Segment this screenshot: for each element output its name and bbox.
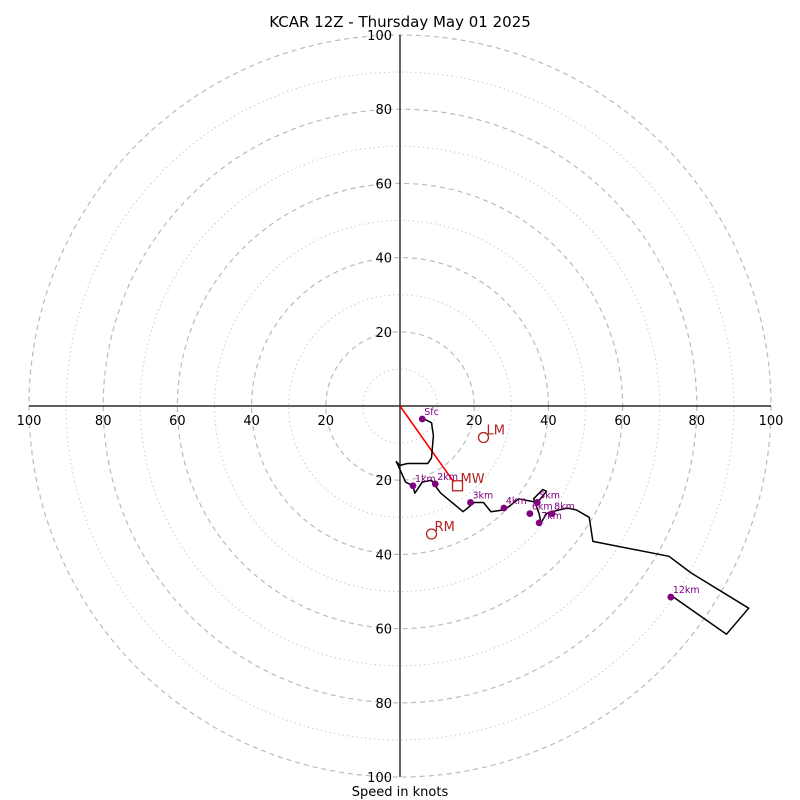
y-tick-label: 40 bbox=[375, 252, 392, 267]
height-point bbox=[409, 482, 417, 490]
storm-motion-markers: LM MW RM bbox=[425, 424, 505, 540]
y-tick-label: 20 bbox=[375, 474, 392, 489]
shear-vector bbox=[399, 405, 455, 483]
storm-motion-label: MW bbox=[461, 472, 485, 487]
y-tick-label: 60 bbox=[375, 177, 392, 192]
height-point bbox=[535, 519, 543, 527]
height-points: Sfc1km2km3km4km5km6km7km8km12km bbox=[409, 407, 700, 601]
storm-motion-label: LM bbox=[486, 424, 504, 439]
mean-wind-marker bbox=[451, 480, 464, 492]
y-tick-label: 100 bbox=[367, 771, 392, 786]
height-point bbox=[418, 415, 426, 423]
x-tick-label: 60 bbox=[169, 414, 186, 429]
height-point bbox=[467, 499, 474, 506]
height-label: 2km bbox=[437, 472, 458, 483]
x-tick-label: 40 bbox=[540, 414, 557, 429]
height-point bbox=[500, 504, 508, 512]
y-tick-label: 40 bbox=[375, 548, 392, 563]
height-point bbox=[548, 510, 556, 517]
x-tick-label: 20 bbox=[318, 414, 335, 429]
y-tick-label: 80 bbox=[375, 103, 392, 118]
y-tick-label: 80 bbox=[375, 697, 392, 712]
height-label: 5km bbox=[539, 490, 560, 501]
x-tick-label: 100 bbox=[759, 414, 784, 429]
x-tick-label: 100 bbox=[17, 414, 42, 429]
storm-motion-marker bbox=[477, 431, 490, 444]
bulk-shear-line bbox=[399, 405, 455, 483]
x-axis-label: Speed in knots bbox=[352, 785, 449, 800]
x-tick-label: 40 bbox=[243, 414, 260, 429]
height-point bbox=[431, 480, 439, 488]
x-tick-label: 80 bbox=[95, 414, 112, 429]
storm-motion-label: RM bbox=[435, 520, 455, 535]
x-tick-label: 20 bbox=[466, 414, 483, 429]
height-label: 8km bbox=[554, 502, 575, 513]
y-tick-label: 60 bbox=[375, 623, 392, 638]
height-label: Sfc bbox=[424, 407, 439, 418]
x-tick-label: 60 bbox=[614, 414, 631, 429]
height-point bbox=[667, 593, 675, 601]
height-point bbox=[533, 499, 541, 506]
height-label: 4km bbox=[506, 496, 527, 507]
x-tick-label: 80 bbox=[689, 414, 706, 429]
height-label: 3km bbox=[472, 490, 493, 501]
chart-title: KCAR 12Z - Thursday May 01 2025 bbox=[269, 13, 531, 31]
tick-labels: 20 20 20 20 40 40 40 40 60 60 60 60 80 80 80 80 100 100 10… bbox=[17, 29, 784, 786]
height-point bbox=[526, 510, 534, 517]
storm-motion-marker bbox=[425, 528, 438, 540]
height-label: 12km bbox=[673, 585, 700, 596]
height-label: 6km bbox=[532, 502, 553, 513]
y-tick-label: 20 bbox=[375, 326, 392, 341]
height-label: 1km bbox=[415, 474, 436, 485]
y-tick-label: 100 bbox=[367, 29, 392, 44]
